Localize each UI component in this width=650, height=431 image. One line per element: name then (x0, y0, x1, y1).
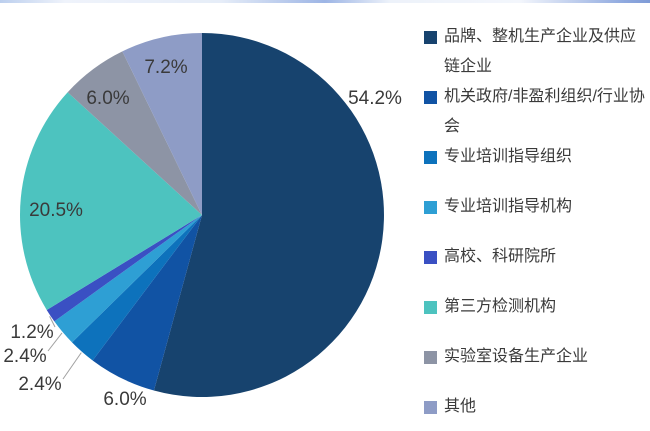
legend-swatch-icon (424, 31, 437, 44)
pie-slice-3 (54, 215, 202, 343)
legend-label: 专业培训指导组织 (444, 148, 573, 165)
legend-item-0: 品牌、整机生产企业及供应链企业 (420, 22, 648, 82)
legend-swatch-icon (424, 401, 437, 414)
pct-label-1: 6.0% (103, 389, 146, 410)
legend-item-5: 第三方检测机构 (420, 292, 648, 342)
legend-label: 专业培训指导机构 (444, 198, 573, 215)
pct-label-6: 6.0% (86, 88, 129, 109)
pie-slice-1 (92, 215, 202, 391)
pie-slice-0 (153, 33, 384, 397)
legend-label: 实验室设备生产企业 (444, 348, 589, 365)
legend-item-1: 机关政府/非盈利组织/行业协会 (420, 82, 648, 142)
pie-slice-4 (46, 215, 202, 322)
pct-label-2: 2.4% (18, 374, 61, 395)
pie-slice-2 (72, 215, 202, 361)
pct-label-4: 1.2% (10, 322, 53, 343)
top-gradient-strip (0, 0, 650, 3)
legend-label: 高校、科研院所 (444, 248, 557, 265)
legend-item-2: 专业培训指导组织 (420, 142, 648, 192)
pie-slice-5 (19, 92, 202, 310)
pct-label-3: 2.4% (3, 346, 46, 367)
legend-label: 第三方检测机构 (444, 298, 557, 315)
legend-label: 机关政府/非盈利组织/行业协会 (444, 88, 645, 135)
legend-swatch-icon (424, 351, 437, 364)
pie-slice-6 (67, 51, 202, 216)
leader-line-4 (49, 316, 56, 328)
pct-label-0: 54.2% (348, 88, 402, 109)
legend-label: 品牌、整机生产企业及供应链企业 (444, 28, 637, 75)
legend-item-7: 其他 (420, 392, 648, 431)
pct-label-5: 20.5% (29, 200, 83, 221)
legend-swatch-icon (424, 251, 437, 264)
pct-label-7: 7.2% (144, 57, 187, 78)
legend-swatch-icon (424, 301, 437, 314)
chart-legend: 品牌、整机生产企业及供应链企业 机关政府/非盈利组织/行业协会专业培训指导组织 专业… (420, 22, 648, 431)
legend-item-4: 高校、科研院所 (420, 242, 648, 292)
legend-item-3: 专业培训指导机构 (420, 192, 648, 242)
legend-label: 其他 (444, 398, 477, 415)
legend-swatch-icon (424, 201, 437, 214)
pie-slice-7 (122, 33, 202, 215)
legend-swatch-icon (424, 91, 437, 104)
leader-line-2 (62, 352, 82, 380)
legend-item-6: 实验室设备生产企业 (420, 342, 648, 392)
pie-chart: 54.2% 6.0% 2.4% 2.4% 1.2% 20.5% 6.0% 7.2% (3, 33, 402, 410)
leader-line-3 (47, 332, 63, 352)
legend-swatch-icon (424, 151, 437, 164)
